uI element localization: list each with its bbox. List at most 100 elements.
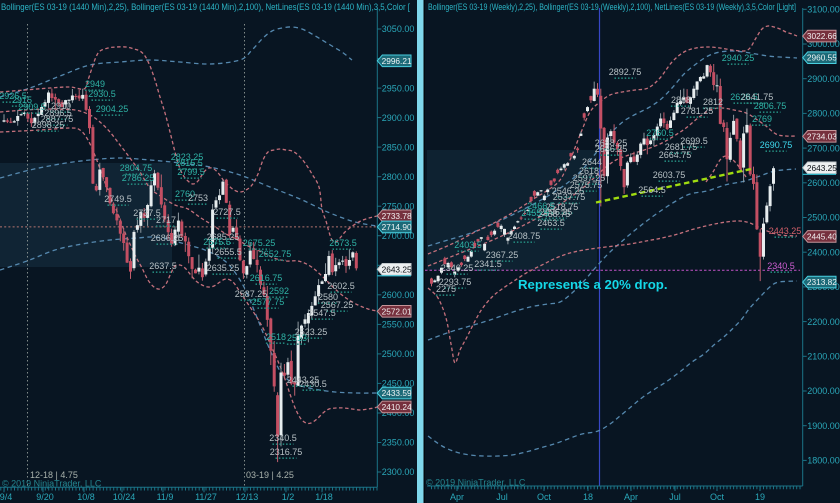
svg-text:2753: 2753 <box>188 193 208 203</box>
svg-text:03-19 | 4.25: 03-19 | 4.25 <box>246 470 294 480</box>
svg-text:2547.5: 2547.5 <box>308 308 336 318</box>
svg-text:2664.75: 2664.75 <box>659 150 692 160</box>
svg-text:2580: 2580 <box>318 292 338 302</box>
svg-text:2926.5: 2926.5 <box>0 91 27 101</box>
svg-text:2868: 2868 <box>671 95 691 105</box>
svg-text:2675.25: 2675.25 <box>243 238 276 248</box>
svg-text:2786.25: 2786.25 <box>122 173 155 183</box>
svg-text:2900.00: 2900.00 <box>807 74 840 84</box>
svg-text:2275: 2275 <box>436 284 456 294</box>
svg-text:2699.5: 2699.5 <box>680 136 708 146</box>
svg-text:11/27: 11/27 <box>195 492 217 502</box>
svg-text:2760.5: 2760.5 <box>646 128 674 138</box>
svg-text:© 2019 NinjaTrader, LLC: © 2019 NinjaTrader, LLC <box>2 479 102 489</box>
svg-text:2643.25: 2643.25 <box>382 264 412 274</box>
svg-text:1/18: 1/18 <box>315 492 333 502</box>
svg-text:2850.00: 2850.00 <box>382 142 415 152</box>
svg-text:2340.25: 2340.25 <box>441 263 474 273</box>
svg-text:2686.25: 2686.25 <box>151 233 184 243</box>
svg-text:2600.00: 2600.00 <box>382 290 415 300</box>
svg-text:Jul: Jul <box>669 492 681 502</box>
svg-text:2450.00: 2450.00 <box>382 379 415 389</box>
svg-text:2313.82: 2313.82 <box>807 277 837 287</box>
svg-text:2603.75: 2603.75 <box>653 170 686 180</box>
svg-text:2733.78: 2733.78 <box>382 211 412 221</box>
svg-text:2900.00: 2900.00 <box>382 113 415 123</box>
svg-text:2445.40: 2445.40 <box>807 231 837 241</box>
svg-text:2618: 2618 <box>579 166 599 176</box>
svg-text:9/4: 9/4 <box>0 492 12 502</box>
svg-text:Bollinger(ES 03-19 (1440 Min),: Bollinger(ES 03-19 (1440 Min),2,25), Bol… <box>1 2 410 12</box>
svg-text:2737.5: 2737.5 <box>133 208 161 218</box>
svg-text:2910: 2910 <box>51 101 71 111</box>
svg-text:3100.00: 3100.00 <box>807 5 840 15</box>
svg-text:2673.5: 2673.5 <box>329 238 357 248</box>
svg-text:2688.25: 2688.25 <box>595 138 628 148</box>
svg-text:2635.25: 2635.25 <box>207 263 240 273</box>
svg-text:2340.5: 2340.5 <box>269 433 297 443</box>
svg-text:Represents a 20% drop.: Represents a 20% drop. <box>518 277 668 292</box>
svg-text:2496.25: 2496.25 <box>540 207 573 217</box>
svg-text:Oct: Oct <box>537 492 552 502</box>
svg-text:2602.5: 2602.5 <box>327 281 355 291</box>
svg-text:2960.55: 2960.55 <box>807 53 837 63</box>
svg-text:2597.25: 2597.25 <box>573 173 606 183</box>
svg-text:2685.25: 2685.25 <box>207 232 240 242</box>
svg-text:2293.75: 2293.75 <box>439 277 472 287</box>
svg-text:2350.00: 2350.00 <box>382 438 415 448</box>
svg-text:2760: 2760 <box>175 189 195 199</box>
svg-text:2100.00: 2100.00 <box>807 352 840 362</box>
svg-text:2587.25: 2587.25 <box>235 289 268 299</box>
svg-text:2896.5: 2896.5 <box>44 108 72 118</box>
svg-text:2567.25: 2567.25 <box>321 300 354 310</box>
svg-text:18: 18 <box>583 492 593 502</box>
svg-text:2340.5: 2340.5 <box>767 261 795 271</box>
svg-text:2644: 2644 <box>582 157 602 167</box>
svg-text:2700.00: 2700.00 <box>807 143 840 153</box>
svg-text:2675.5: 2675.5 <box>203 237 231 247</box>
svg-text:2717: 2717 <box>156 215 176 225</box>
svg-text:Apr: Apr <box>624 492 638 502</box>
svg-text:2443.25: 2443.25 <box>769 226 802 236</box>
svg-text:1900.00: 1900.00 <box>807 421 840 431</box>
svg-text:2940.25: 2940.25 <box>722 53 755 63</box>
svg-text:2433.59: 2433.59 <box>382 388 412 398</box>
svg-text:2400.00: 2400.00 <box>807 247 840 257</box>
svg-text:2430.5: 2430.5 <box>299 379 327 389</box>
svg-text:2915: 2915 <box>12 95 32 105</box>
svg-text:2572.01: 2572.01 <box>382 306 412 316</box>
svg-text:2887.75: 2887.75 <box>41 114 74 124</box>
svg-text:Jul: Jul <box>496 492 508 502</box>
svg-text:2690.75: 2690.75 <box>760 140 793 150</box>
svg-text:2500.00: 2500.00 <box>382 349 415 359</box>
svg-text:2592: 2592 <box>269 286 289 296</box>
svg-text:2523.25: 2523.25 <box>295 327 328 337</box>
svg-text:2904.25: 2904.25 <box>96 104 129 114</box>
svg-text:3022.66: 3022.66 <box>807 31 837 41</box>
svg-text:10/8: 10/8 <box>77 492 95 502</box>
svg-text:9/20: 9/20 <box>36 492 54 502</box>
svg-text:2518.75: 2518.75 <box>546 202 579 212</box>
svg-text:2781.25: 2781.25 <box>681 106 714 116</box>
svg-text:2686.25: 2686.25 <box>595 144 628 154</box>
svg-text:2700.00: 2700.00 <box>382 231 415 241</box>
svg-text:© 2019 NinjaTrader, LLC: © 2019 NinjaTrader, LLC <box>426 478 526 488</box>
svg-text:2823.25: 2823.25 <box>171 152 204 162</box>
svg-text:3000.00: 3000.00 <box>807 39 840 49</box>
svg-text:2575.75: 2575.75 <box>570 180 603 190</box>
svg-text:2488.75: 2488.75 <box>538 209 571 219</box>
svg-text:2408.75: 2408.75 <box>508 231 541 241</box>
svg-text:2655.5: 2655.5 <box>214 247 242 257</box>
svg-text:2637.5: 2637.5 <box>149 261 177 271</box>
svg-text:2727.5: 2727.5 <box>213 207 241 217</box>
svg-text:2898.25: 2898.25 <box>32 120 65 130</box>
svg-text:2518: 2518 <box>266 332 286 342</box>
svg-text:2550.00: 2550.00 <box>382 320 415 330</box>
svg-text:2537.75: 2537.75 <box>553 192 586 202</box>
svg-text:1800.00: 1800.00 <box>807 456 840 466</box>
svg-text:2000.00: 2000.00 <box>807 386 840 396</box>
svg-text:2996.21: 2996.21 <box>382 56 412 66</box>
svg-text:Apr: Apr <box>450 492 464 502</box>
svg-text:2316.75: 2316.75 <box>270 447 303 457</box>
svg-text:2734.03: 2734.03 <box>807 131 837 141</box>
